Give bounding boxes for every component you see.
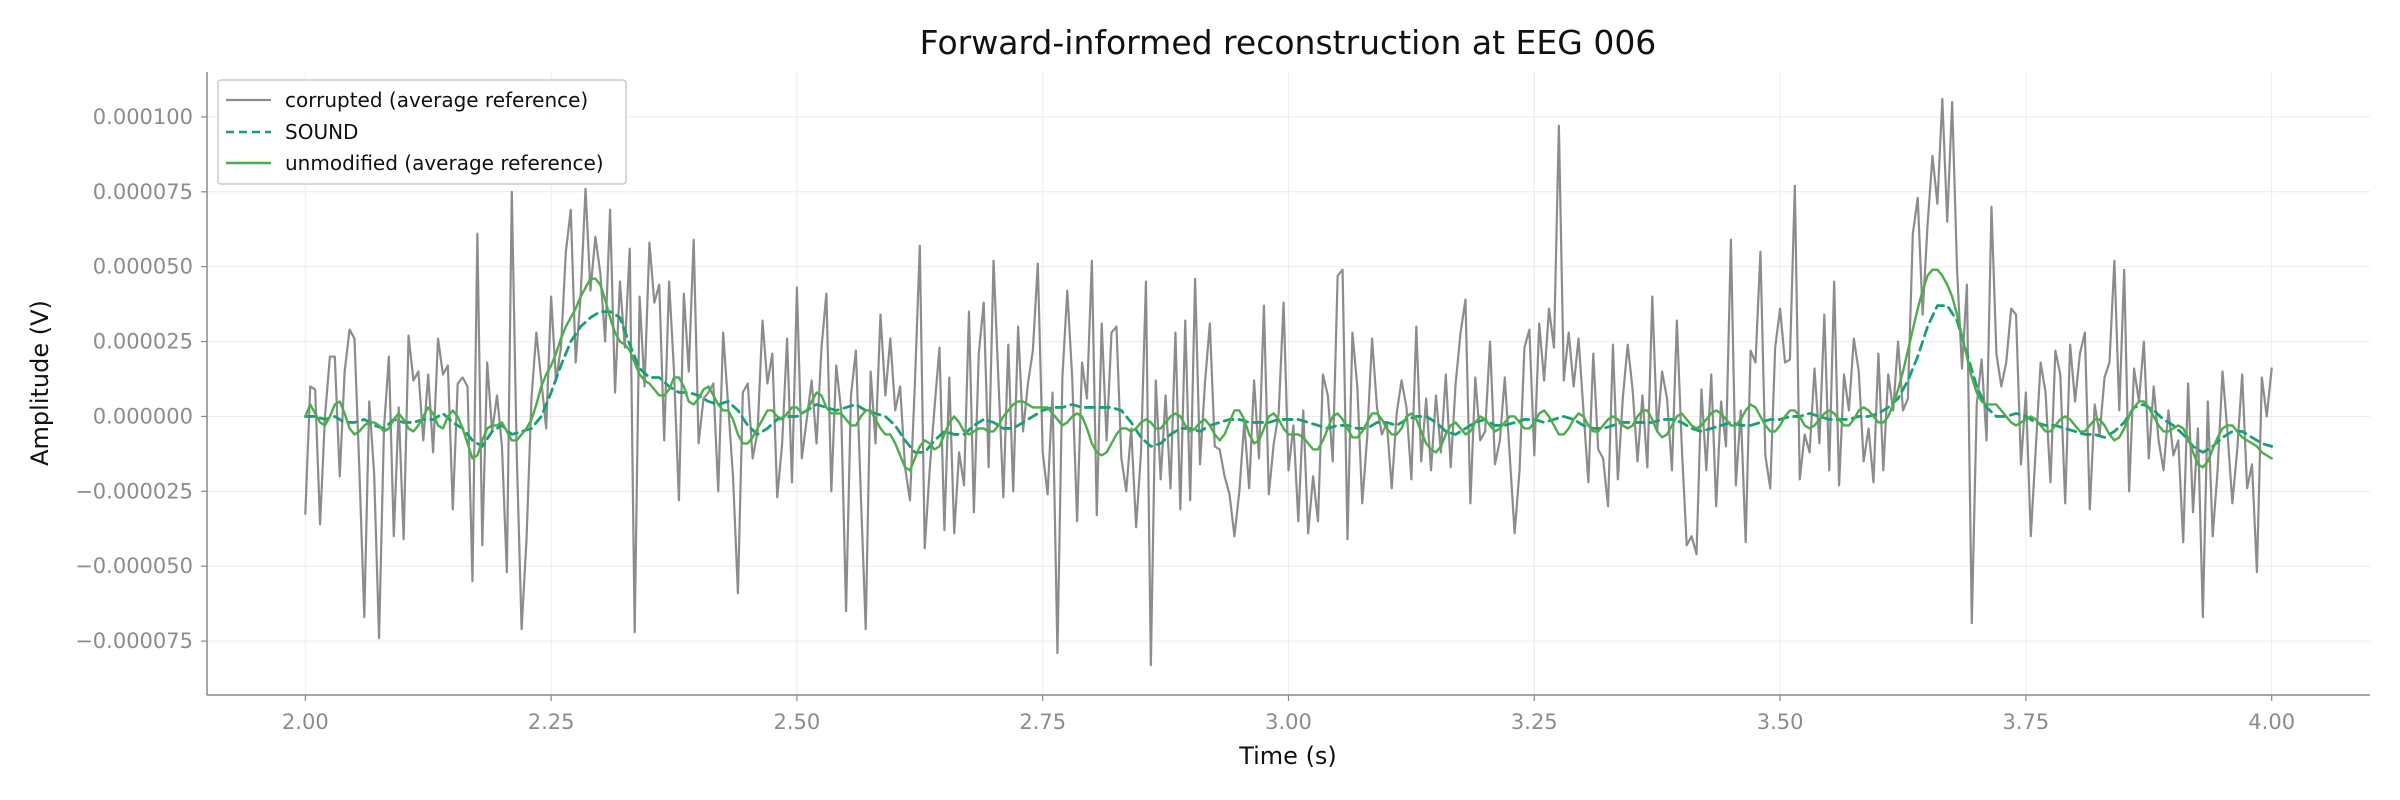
series-line-sound [303,304,2274,454]
y-tick-label: 0.000100 [93,105,193,129]
x-tick-label: 2.75 [1019,710,1066,734]
y-tick-label: 0.000000 [93,404,193,428]
legend: corrupted (average reference) SOUND unmo… [217,79,627,185]
y-tick-label: −0.000025 [75,479,193,503]
legend-label-unmodified: unmodified (average reference) [285,151,604,175]
y-tick-label: 0.000075 [93,180,193,204]
legend-label-sound: SOUND [285,120,358,144]
legend-box [217,79,627,185]
y-tick-label: −0.000050 [75,554,193,578]
ticks: 2.00 2.25 2.50 2.75 3.00 3.25 3.50 3.75 4.00 −0.0… [75,105,2295,734]
y-tick-label: −0.000075 [75,629,193,653]
x-tick-label: 3.00 [1265,710,1312,734]
x-tick-label: 3.50 [1757,710,1804,734]
series-line-unmodified [304,268,2273,472]
x-axis-label: Time (s) [1238,742,1337,770]
y-tick-label: 0.000050 [93,255,193,279]
y-axis-label: Amplitude (V) [26,300,54,466]
x-tick-label: 3.25 [1511,710,1558,734]
grid [207,72,2370,695]
x-tick-label: 2.50 [774,710,821,734]
x-tick-label: 3.75 [2003,710,2050,734]
x-tick-label: 4.00 [2248,710,2295,734]
legend-label-corrupted: corrupted (average reference) [285,88,588,112]
plot-area [303,97,2274,667]
series-line-corrupted [304,97,2273,667]
x-tick-label: 2.25 [528,710,575,734]
chart-title: Forward-informed reconstruction at EEG 0… [920,23,1657,62]
y-tick-label: 0.000025 [93,330,193,354]
x-tick-label: 2.00 [282,710,329,734]
